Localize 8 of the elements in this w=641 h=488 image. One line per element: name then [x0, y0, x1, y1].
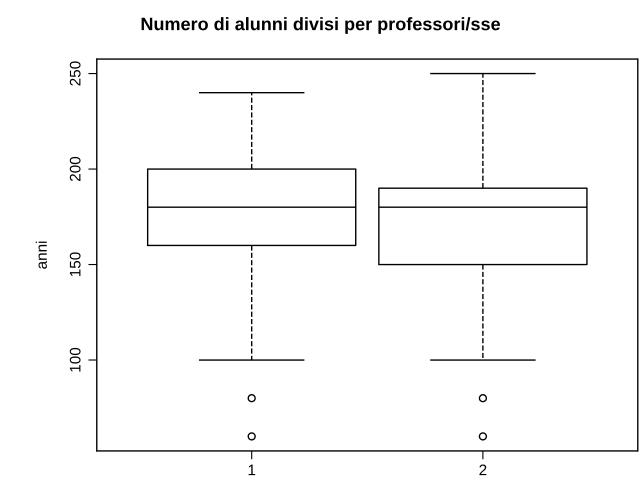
y-tick-label: 100 — [70, 348, 81, 372]
y-axis-title: anni — [36, 242, 47, 269]
x-tick-label: 2 — [479, 464, 486, 476]
y-tick-label: 200 — [70, 156, 81, 182]
y-tick-label: 150 — [70, 252, 81, 276]
x-tick-label: 1 — [248, 464, 256, 476]
chart-title: Numero di alunni divisi per professori/sse — [142, 17, 500, 34]
y-tick-label: 250 — [70, 61, 81, 86]
